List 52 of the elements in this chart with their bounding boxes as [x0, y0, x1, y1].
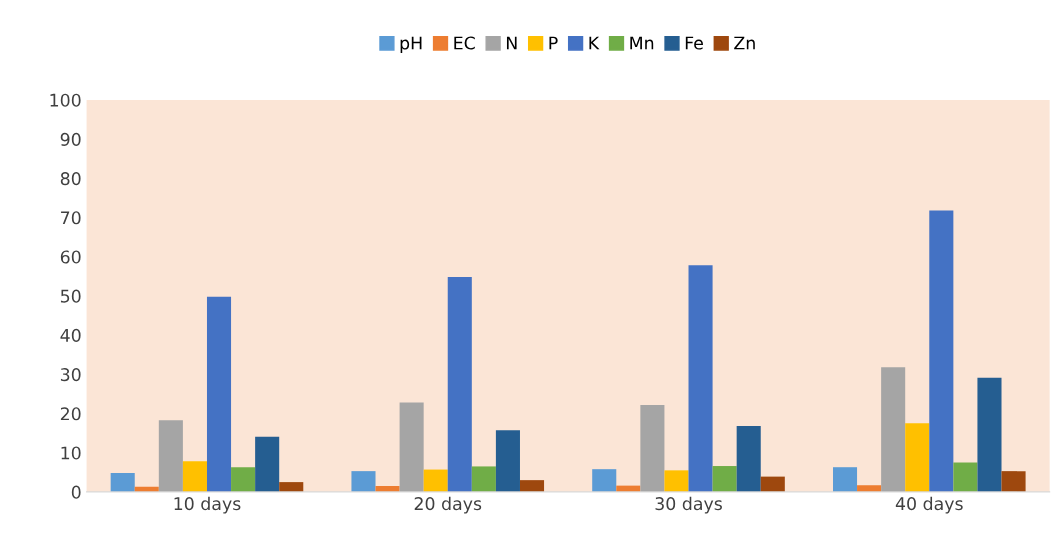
legend-label: pH [400, 36, 422, 53]
bar [857, 485, 882, 492]
x-tick-label: 30 days [655, 496, 722, 514]
y-tick-label: 30 [60, 368, 81, 382]
legend-label: EC [454, 36, 475, 50]
bar [519, 480, 545, 492]
bar [471, 466, 496, 492]
y-tick-label: 0 [71, 485, 81, 499]
bar [399, 402, 424, 492]
x-tick-label: 10 days [174, 496, 241, 514]
y-tick-label: 40 [60, 328, 81, 342]
bar [158, 420, 183, 492]
legend-label: P [549, 36, 558, 50]
legend-label: Mn [630, 36, 654, 50]
y-tick-label: 20 [60, 407, 81, 421]
bar [688, 265, 713, 492]
x-tick-label: 40 days [895, 496, 963, 514]
bar [231, 467, 256, 492]
bar [592, 469, 617, 492]
bar [1001, 471, 1026, 492]
bar [929, 210, 954, 492]
x-tick-label: 20 days [414, 496, 482, 514]
bar [712, 466, 737, 492]
y-tick-label: 90 [60, 132, 81, 146]
legend-label: Zn [734, 36, 755, 50]
bar [182, 461, 207, 492]
bar [255, 436, 280, 492]
legend-label: Fe [685, 36, 703, 50]
bar [279, 482, 304, 492]
bar [495, 430, 520, 492]
y-tick-label: 10 [61, 446, 81, 460]
y-tick-label: 50 [60, 289, 81, 303]
bar [664, 470, 689, 492]
y-tick-label: 60 [60, 250, 81, 264]
y-tick-label: 100 [50, 93, 81, 107]
bar [953, 462, 978, 492]
bar [447, 277, 472, 492]
bar [832, 467, 858, 492]
bar [423, 469, 448, 492]
bar [736, 426, 761, 492]
y-tick-label: 80 [60, 172, 81, 186]
bar [977, 377, 1002, 492]
bar [351, 471, 376, 492]
bar [905, 423, 930, 492]
bar [110, 473, 135, 492]
legend-label: K [589, 36, 600, 50]
bar [881, 367, 906, 492]
bar [760, 476, 785, 492]
bar [206, 296, 232, 492]
legend-label: N [506, 36, 517, 50]
bar [640, 404, 665, 492]
y-tick-label: 70 [61, 211, 81, 225]
